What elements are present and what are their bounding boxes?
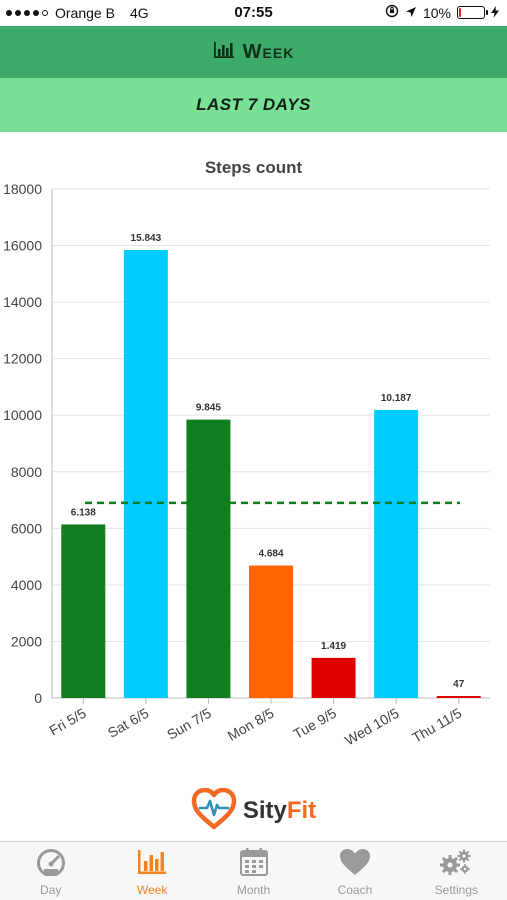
status-right: 10%	[385, 4, 499, 21]
tab-label: Day	[40, 883, 62, 897]
bar	[186, 419, 231, 698]
x-tick-label: Mon 8/5	[225, 705, 277, 744]
gears-icon	[439, 848, 473, 881]
y-tick-label: 16000	[3, 238, 42, 254]
tab-bar: Day Week Month Coach	[0, 841, 507, 900]
signal-dot	[33, 10, 39, 16]
logo-text-suffix: Fit	[286, 797, 317, 824]
bar-chart-icon	[136, 848, 168, 881]
tab-week[interactable]: Week	[101, 842, 202, 900]
heart-pulse-icon	[191, 787, 237, 835]
y-tick-label: 14000	[3, 294, 42, 310]
page-title: Week	[242, 40, 295, 63]
data-label: 47	[453, 679, 465, 690]
bar	[311, 657, 356, 698]
signal-dot	[42, 10, 48, 16]
status-bar: Orange B 4G 07:55 10%	[0, 0, 507, 26]
period-label: LAST 7 DAYS	[196, 95, 311, 114]
y-tick-label: 18000	[3, 181, 42, 197]
orientation-lock-icon	[385, 4, 399, 21]
battery-icon	[457, 6, 488, 19]
tab-label: Week	[136, 883, 168, 897]
x-tick-label: Sun 7/5	[164, 705, 214, 743]
data-label: 4.684	[258, 549, 283, 560]
carrier-name: Orange B	[55, 5, 115, 21]
chart-title: Steps count	[204, 158, 303, 177]
bar	[374, 409, 419, 698]
data-label: 15.843	[131, 233, 162, 244]
steps-bar-chart: 0 2000 4000 6000 8000 10000 12000 14000 16000 180…	[3, 181, 490, 749]
data-label: 10.187	[381, 393, 412, 404]
data-label: 6.138	[71, 507, 96, 518]
y-tick-label: 4000	[11, 577, 42, 593]
tab-label: Settings	[434, 883, 478, 897]
y-tick-label: 10000	[3, 407, 42, 423]
bar-chart-icon	[213, 41, 235, 64]
data-label: 9.845	[196, 403, 221, 414]
logo-text: SityFit	[243, 797, 316, 825]
battery-percent: 10%	[422, 4, 451, 21]
data-label: 1.419	[321, 641, 346, 652]
heart-icon	[339, 848, 371, 881]
bar	[249, 565, 293, 698]
signal-dot	[24, 10, 30, 16]
signal-dot	[15, 10, 21, 16]
x-tick-label: Tue 9/5	[290, 705, 339, 742]
signal-dot	[6, 10, 12, 16]
y-tick-label: 2000	[11, 633, 42, 649]
signal-carrier: Orange B 4G	[6, 5, 149, 21]
y-tick-label: 0	[34, 690, 42, 706]
sityfit-logo: SityFit	[0, 786, 507, 836]
nav-header: Week	[0, 26, 507, 78]
logo-text-prefix: Sity	[242, 797, 287, 824]
bar	[436, 696, 481, 698]
charging-bolt-icon	[491, 5, 499, 21]
x-tick-label: Wed 10/5	[342, 705, 402, 749]
tab-month[interactable]: Month	[203, 842, 304, 900]
tab-label: Coach	[337, 883, 373, 897]
period-banner: LAST 7 DAYS	[0, 78, 507, 132]
gauge-icon	[35, 848, 67, 881]
bar	[123, 249, 168, 698]
location-arrow-icon	[405, 5, 417, 21]
tab-day[interactable]: Day	[0, 842, 101, 900]
network-type: 4G	[129, 5, 149, 21]
bar	[61, 524, 106, 698]
y-tick-label: 6000	[11, 520, 42, 536]
tab-label: Month	[236, 883, 271, 897]
x-tick-label: Sat 6/5	[105, 705, 152, 741]
y-tick-label: 12000	[3, 351, 42, 367]
calendar-icon	[238, 848, 270, 881]
x-tick-label: Thu 11/5	[409, 705, 464, 746]
y-tick-label: 8000	[11, 464, 42, 480]
tab-coach[interactable]: Coach	[304, 842, 405, 900]
x-tick-label: Fri 5/5	[46, 705, 89, 739]
tab-settings[interactable]: Settings	[406, 842, 507, 900]
